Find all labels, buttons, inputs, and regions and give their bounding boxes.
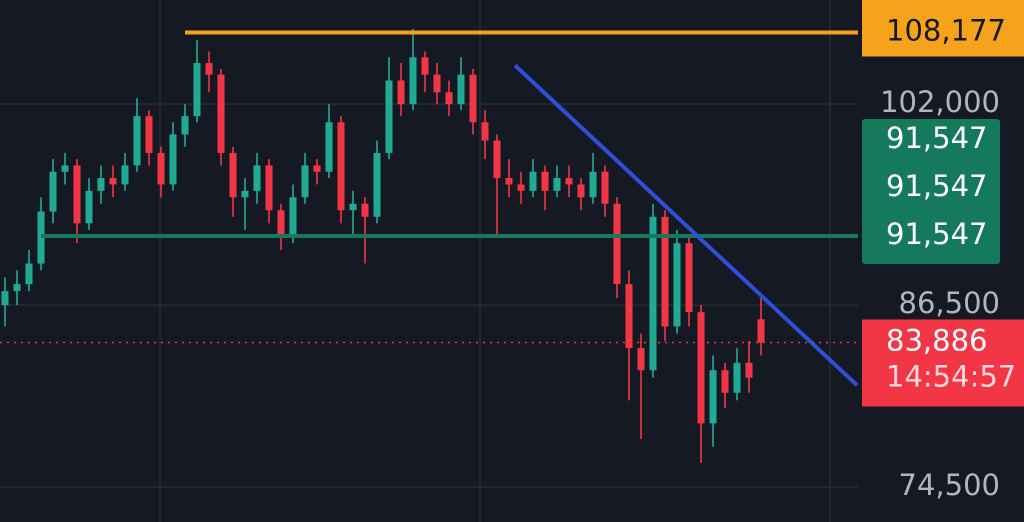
candle-body (457, 74, 465, 105)
candle-body (397, 80, 405, 105)
candle-body (301, 165, 309, 198)
candle-body (361, 203, 369, 217)
candle-body (745, 362, 753, 378)
candle-body (445, 92, 453, 105)
candle-body (517, 184, 525, 191)
candle-body (589, 171, 597, 198)
candle-body (169, 134, 177, 185)
candle-body (289, 197, 297, 237)
candle-body (505, 178, 513, 185)
candle-body (385, 80, 393, 153)
price-tag-label: 91,547 (886, 217, 987, 251)
candle-body (469, 74, 477, 123)
candle-body (265, 165, 273, 211)
candle-body (757, 319, 765, 343)
candle-body (73, 165, 81, 224)
candle-body (661, 216, 669, 327)
candle-body (529, 171, 537, 191)
candle-body (637, 348, 645, 371)
price-tag (862, 0, 1024, 57)
y-tick-label: 74,500 (899, 468, 1000, 502)
candle-body (685, 243, 693, 313)
price-tag-label: 108,177 (886, 14, 1006, 48)
candle-body (133, 116, 141, 166)
candle-body (337, 122, 345, 211)
candle-body (13, 284, 21, 292)
price-tag-label: 83,886 (886, 324, 987, 358)
countdown-label: 14:54:57 (886, 360, 1016, 394)
candle-body (553, 178, 561, 191)
candle-body (733, 362, 741, 393)
price-tag-label: 91,547 (886, 121, 987, 155)
candle-body (421, 57, 429, 75)
candle-body (433, 74, 441, 93)
candle-body (205, 63, 213, 75)
candle-body (673, 243, 681, 327)
candle-body (493, 140, 501, 179)
candle-body (709, 370, 717, 424)
candle-body (241, 190, 249, 198)
y-tick-label: 102,000 (880, 85, 1000, 119)
candle-body (181, 116, 189, 135)
candle-body (61, 165, 69, 172)
candle-body (577, 184, 585, 198)
candle-body (625, 284, 633, 349)
candle-body (697, 312, 705, 424)
candle-body (601, 171, 609, 204)
y-tick-label: 86,500 (899, 286, 1000, 320)
trendline (513, 63, 859, 387)
candle-body (97, 178, 105, 191)
candle-body (1, 291, 9, 306)
candle-body (49, 171, 57, 212)
candle-body (721, 370, 729, 393)
candle-body (229, 152, 237, 198)
candle-body (541, 171, 549, 191)
price-tag-label: 91,547 (886, 169, 987, 203)
candle-body (25, 263, 33, 285)
candle-body (613, 203, 621, 285)
candle-body (409, 57, 417, 105)
candle-body (145, 116, 153, 153)
candle-body (253, 165, 261, 191)
candle-body (649, 216, 657, 371)
candle-body (193, 63, 201, 117)
candle-body (373, 152, 381, 217)
price-tag (862, 319, 1024, 407)
candle-body (109, 178, 117, 185)
candle-body (481, 122, 489, 141)
candle-body (217, 74, 225, 153)
price-tag (862, 118, 1000, 264)
candle-body (277, 210, 285, 237)
candle-body (349, 203, 357, 211)
candle-body (121, 165, 129, 185)
candle-body (565, 178, 573, 185)
candle-body (313, 165, 321, 172)
candle-body (85, 190, 93, 224)
candle-body (325, 122, 333, 172)
candle-body (157, 152, 165, 185)
